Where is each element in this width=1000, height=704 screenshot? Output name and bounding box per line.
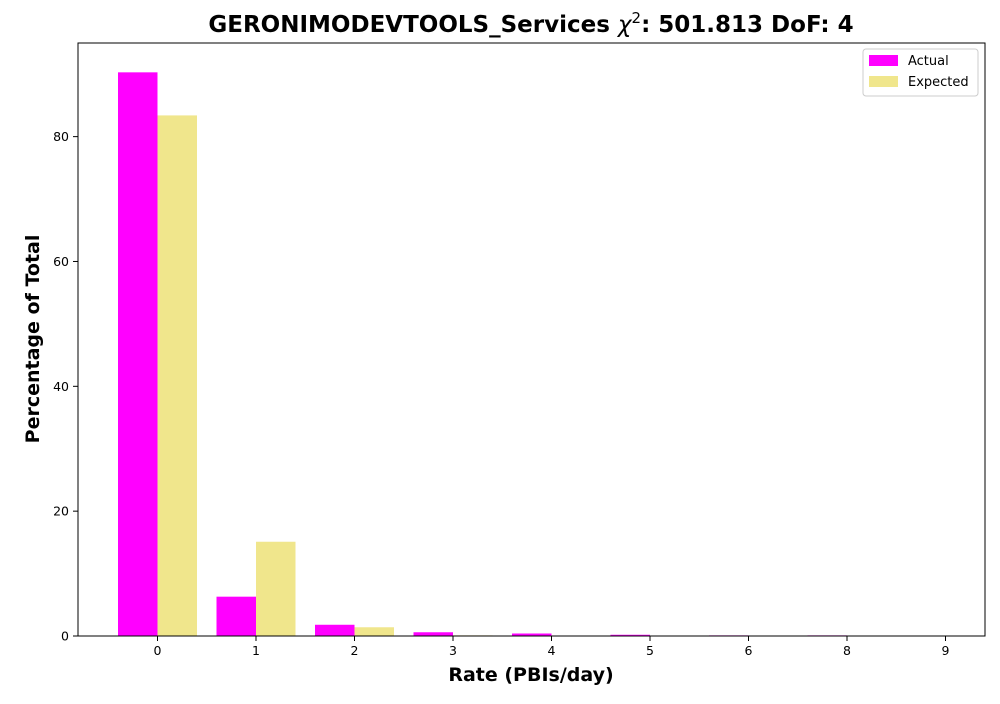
bar-actual-1 (216, 596, 256, 636)
x-tick-label: 8 (843, 643, 851, 658)
chart-title-suffix: : 501.813 DoF: 4 (641, 12, 854, 38)
x-tick-label: 3 (449, 643, 457, 658)
legend-swatch-actual (869, 55, 898, 66)
x-tick-label: 2 (351, 643, 359, 658)
chart-title-symbol: χ (616, 12, 633, 38)
legend: Actual Expected (862, 48, 979, 97)
chart-title-prefix: GERONIMODEVTOOLS_Services (208, 12, 618, 38)
y-axis: 0 20 40 60 80 (53, 129, 78, 644)
y-tick-label: 40 (53, 379, 69, 394)
bar-actual-0 (118, 72, 158, 637)
x-tick-label: 0 (154, 643, 162, 658)
bar-actual-5 (610, 634, 650, 636)
x-tick-label: 6 (745, 643, 753, 658)
bar-actual-2 (315, 624, 355, 636)
bar-expected-0 (157, 115, 197, 636)
y-tick-label: 80 (53, 129, 69, 144)
plot-frame (77, 42, 986, 637)
legend-label-expected: Expected (908, 75, 969, 90)
x-tick-label: 1 (252, 643, 260, 658)
bar-expected-2 (354, 627, 394, 636)
legend-label-actual: Actual (908, 54, 949, 69)
bars-layer (118, 72, 847, 637)
bar-expected-1 (256, 541, 296, 636)
x-axis-label: Rate (PBIs/day) (448, 664, 613, 686)
x-axis: 0 1 2 3 4 5 6 8 9 (154, 636, 950, 658)
y-tick-label: 20 (53, 504, 69, 519)
legend-swatch-expected (869, 76, 898, 87)
chart-title: GERONIMODEVTOOLS_Services χ2: 501.813 Do… (208, 9, 853, 38)
chart-title-superscript: 2 (632, 9, 642, 27)
bar-actual-4 (512, 633, 552, 636)
y-tick-label: 0 (61, 629, 69, 644)
x-tick-label: 4 (548, 643, 556, 658)
x-tick-label: 9 (942, 643, 950, 658)
y-axis-label: Percentage of Total (22, 235, 44, 444)
x-tick-label: 5 (646, 643, 654, 658)
bar-actual-3 (413, 632, 453, 636)
y-tick-label: 60 (53, 254, 69, 269)
